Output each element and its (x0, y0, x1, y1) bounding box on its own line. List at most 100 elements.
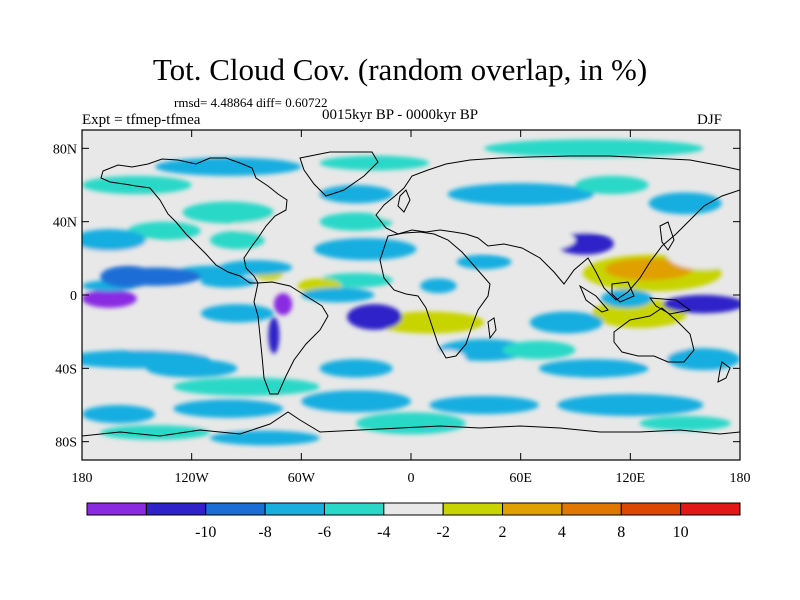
axis-labels: 180 120W 60W 0 60E 120E 180 80N 40N 0 40S 80S (53, 142, 751, 486)
anomaly-patch (663, 295, 740, 314)
anomaly-patch (82, 229, 146, 251)
x-tick-label: 0 (408, 471, 415, 486)
coast-japan (659, 221, 675, 251)
colorbar-swatch (502, 502, 563, 516)
stats-text: rmsd= 4.48864 diff= 0.60722 (174, 95, 328, 110)
anomaly-patch (493, 210, 640, 233)
anomaly-patch (182, 201, 274, 224)
y-tick-label: 80N (53, 142, 77, 157)
anomaly-patch (319, 185, 393, 204)
anomaly-patch (429, 350, 466, 369)
anomaly-patch (82, 320, 220, 343)
anomaly-patch (538, 359, 649, 378)
anomaly-patch (420, 278, 457, 294)
coast-new-guinea (648, 297, 692, 315)
anomaly-patch (82, 405, 156, 424)
colorbar-swatch (561, 502, 622, 516)
anomaly-patch (648, 192, 722, 215)
y-tick-label: 0 (70, 289, 77, 304)
anomaly-patch (273, 293, 293, 316)
anomaly-field (82, 139, 740, 446)
anomaly-patch (319, 359, 393, 378)
season-label: DJF (697, 112, 723, 128)
x-tick-label: 60W (288, 471, 316, 486)
colorbar-label: 2 (499, 524, 507, 541)
anomaly-patch (639, 416, 731, 431)
coast-greenland (299, 151, 379, 197)
x-tick-label: 120W (175, 471, 210, 486)
coast-antarctica (82, 411, 740, 437)
anomaly-patch (301, 390, 411, 413)
period-label: 0015kyr BP - 0000kyr BP (322, 107, 479, 123)
plot-title: Tot. Cloud Cov. (random overlap, in %) (152, 52, 648, 87)
anomaly-patch (429, 395, 539, 415)
coast-australia (613, 307, 695, 363)
anomaly-patch (319, 212, 393, 231)
experiment-label: Expt = tfmep-tfmea (82, 112, 201, 128)
coast-borneo (611, 281, 635, 303)
anomaly-patch (666, 240, 740, 270)
x-tick-label: 120E (616, 471, 646, 486)
x-tick-label: 60E (509, 471, 532, 486)
coast-madagascar (487, 317, 497, 340)
anomaly-patch (301, 287, 375, 303)
anomaly-patch (356, 412, 466, 435)
colorbar-label: -2 (437, 524, 450, 541)
coast-eurasia (375, 155, 740, 301)
colorbar-swatch (264, 502, 325, 516)
colorbar-swatch (323, 502, 385, 516)
colorbar-label: 4 (558, 524, 566, 541)
coast-africa (379, 231, 491, 359)
anomaly-patch (314, 238, 417, 261)
colorbar-swatch (145, 502, 207, 516)
anomaly-patch (82, 289, 137, 308)
anomaly-patch (100, 265, 156, 288)
anomaly-patch (374, 203, 448, 222)
anomaly-patch (145, 359, 238, 378)
y-tick-label: 40S (55, 362, 77, 377)
anomaly-patch (127, 221, 201, 240)
colorbar-labels: -10 -8 -6 -4 -2 2 4 8 10 (195, 524, 689, 541)
colorbar-swatch (86, 502, 147, 516)
coast-new-zealand (717, 361, 731, 383)
axis-ticks (81, 130, 741, 460)
coast-uk (397, 189, 411, 213)
anomaly-patch (484, 139, 704, 158)
y-tick-label: 40N (53, 216, 77, 231)
colorbar-label: -8 (258, 524, 271, 541)
x-tick-label: 180 (730, 471, 751, 486)
anomaly-patch (219, 260, 293, 275)
colorbar (86, 502, 741, 516)
anomaly-patch (209, 230, 265, 250)
anomaly-patch (200, 304, 274, 323)
colorbar-label: -4 (377, 524, 390, 541)
anomaly-patch (557, 394, 704, 416)
anomaly-patch (347, 304, 402, 330)
colorbar-swatch (442, 502, 504, 516)
anomaly-patch (173, 399, 284, 418)
colorbar-swatch (383, 502, 444, 516)
anomaly-patch (604, 258, 693, 281)
colorbar-label: -10 (195, 524, 216, 541)
colorbar-swatch (205, 502, 266, 516)
anomaly-patch (209, 430, 320, 446)
colorbar-swatch (680, 502, 741, 516)
anomaly-patch (100, 425, 210, 440)
colorbar-label: 8 (617, 524, 625, 541)
anomaly-patch (456, 254, 512, 270)
colorbar-label: 10 (673, 524, 689, 541)
y-tick-label: 80S (55, 436, 77, 451)
anomaly-patch (155, 157, 302, 176)
anomaly-patch (502, 340, 576, 360)
x-tick-label: 180 (72, 471, 93, 486)
colorbar-swatch (620, 502, 682, 516)
coast-north-america (100, 157, 288, 284)
coast-sumatra (578, 284, 609, 313)
anomaly-patch (268, 317, 280, 354)
anomaly-patch (82, 175, 192, 195)
colorbar-label: -6 (318, 524, 331, 541)
anomaly-patch (465, 227, 576, 253)
anomaly-patch (447, 183, 594, 206)
anomaly-patch (529, 311, 603, 334)
